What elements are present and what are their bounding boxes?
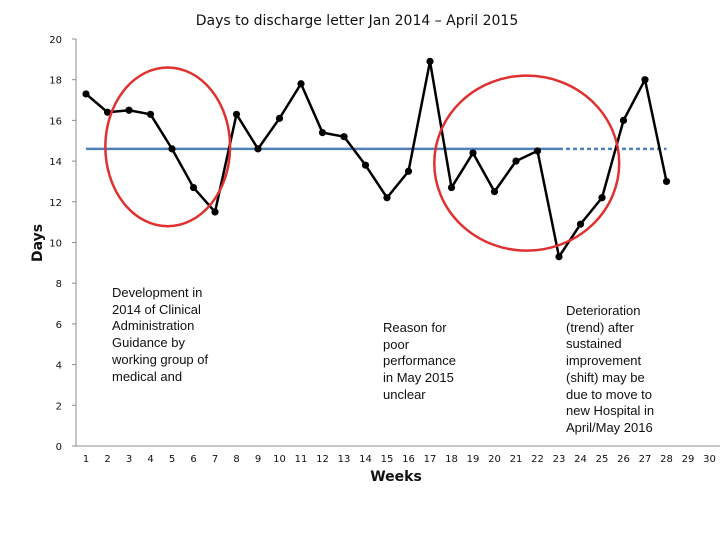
data-point <box>168 145 176 153</box>
data-point <box>662 177 671 186</box>
chart-title: Days to discharge letter Jan 2014 – Apri… <box>196 13 519 29</box>
x-tick-label: 12 <box>316 454 329 465</box>
data-point <box>232 110 241 118</box>
data-point <box>533 147 542 155</box>
x-tick-label: 30 <box>703 454 716 465</box>
x-tick-label: 15 <box>381 454 394 465</box>
data-point <box>555 253 563 261</box>
data-point <box>254 145 262 153</box>
y-tick-label: 12 <box>49 198 62 209</box>
x-tick-label: 2 <box>104 454 110 465</box>
x-tick-label: 4 <box>147 454 153 465</box>
x-tick-label: 16 <box>402 454 415 465</box>
y-tick-label: 10 <box>49 239 62 250</box>
data-point <box>82 90 90 98</box>
x-tick-label: 20 <box>488 454 501 465</box>
data-point <box>318 129 327 137</box>
y-tick-label: 2 <box>56 401 62 412</box>
x-axis-label: Weeks <box>370 469 422 485</box>
highlight-circle <box>104 66 232 228</box>
data-point <box>426 57 434 65</box>
x-tick-label: 17 <box>424 454 437 465</box>
highlight-circles <box>104 66 621 252</box>
y-ticks: 0 2 4 6 8 10 12 14 16 18 20 <box>49 35 76 453</box>
x-tick-label: 8 <box>233 454 239 465</box>
x-tick-label: 21 <box>510 454 523 465</box>
data-point <box>469 149 477 157</box>
y-axis-label: Days <box>30 224 46 262</box>
y-tick-label: 18 <box>49 76 62 87</box>
y-tick-label: 14 <box>49 157 62 168</box>
y-tick-label: 4 <box>56 361 62 372</box>
highlight-circle <box>433 74 621 252</box>
x-tick-label: 1 <box>83 454 89 465</box>
x-tick-label: 23 <box>553 454 566 465</box>
x-tick-label: 14 <box>359 454 372 465</box>
x-tick-label: 19 <box>467 454 480 465</box>
data-point <box>619 116 628 124</box>
x-tick-label: 10 <box>273 454 286 465</box>
annotation-clinical-guidance: Development in 2014 of Clinical Administ… <box>112 285 209 384</box>
data-point <box>189 183 198 192</box>
x-tick-label: 9 <box>255 454 261 465</box>
y-tick-label: 0 <box>56 442 62 453</box>
x-tick-label: 13 <box>338 454 351 465</box>
data-point <box>512 157 520 165</box>
data-point <box>490 188 499 196</box>
x-tick-label: 27 <box>639 454 652 465</box>
data-point <box>361 161 370 169</box>
x-tick-label: 29 <box>682 454 695 465</box>
x-tick-label: 18 <box>445 454 458 465</box>
annotation-deterioration: Deterioration (trend) after sustained im… <box>566 303 655 435</box>
series-group <box>82 57 671 261</box>
annotation-poor-performance: Reason for poor performance in May 2015 … <box>383 320 456 402</box>
x-tick-label: 25 <box>596 454 609 465</box>
data-point <box>404 167 413 175</box>
data-point <box>146 110 155 118</box>
data-point <box>275 114 284 122</box>
data-point <box>211 208 219 216</box>
x-tick-label: 11 <box>295 454 308 465</box>
data-point <box>297 80 305 88</box>
data-point <box>641 76 649 84</box>
x-tick-label: 22 <box>531 454 544 465</box>
data-point <box>447 183 456 192</box>
x-tick-label: 26 <box>617 454 630 465</box>
x-tick-label: 6 <box>190 454 196 465</box>
data-point <box>383 194 391 202</box>
x-tick-label: 5 <box>169 454 175 465</box>
x-tick-label: 24 <box>574 454 587 465</box>
x-tick-label: 7 <box>212 454 218 465</box>
y-tick-label: 16 <box>49 116 62 127</box>
y-tick-label: 20 <box>49 35 62 46</box>
data-point <box>340 133 348 141</box>
x-tick-label: 3 <box>126 454 132 465</box>
data-point <box>598 194 606 202</box>
y-tick-label: 6 <box>56 320 62 331</box>
data-point <box>103 108 112 116</box>
y-tick-label: 8 <box>56 279 62 290</box>
data-point <box>125 106 133 114</box>
x-tick-label: 28 <box>660 454 673 465</box>
x-ticks: 1 2 3 4 5 6 7 8 9 10 11 12 13 14 15 16 17 18 19 20 21 22 23 24 2… <box>83 454 716 465</box>
data-point <box>576 220 585 228</box>
